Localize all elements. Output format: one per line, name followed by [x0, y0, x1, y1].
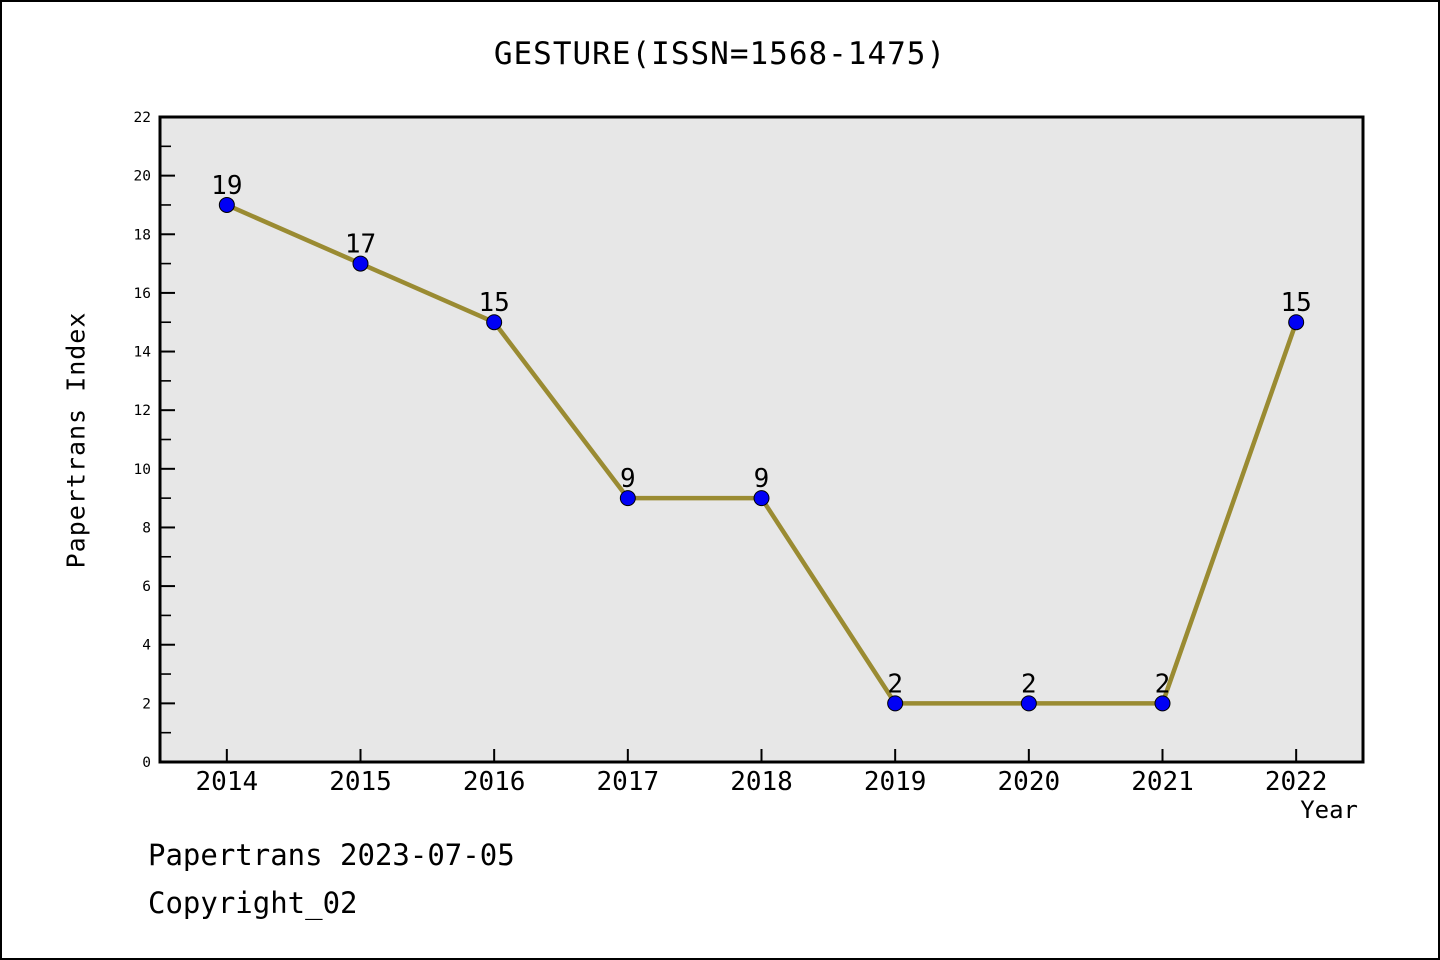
data-point [753, 490, 770, 507]
x-tick-label: 2021 [1131, 767, 1194, 797]
y-tick-label: 22 [134, 110, 151, 126]
footer-watermark: Papertrans 2023-07-05 [148, 838, 515, 872]
y-tick-label: 4 [142, 638, 151, 654]
x-tick-label: 2015 [329, 767, 392, 797]
chart-title: GESTURE(ISSN=1568-1475) [493, 36, 947, 72]
data-point [1020, 695, 1037, 712]
x-tick-label: 2019 [864, 767, 927, 797]
x-tick-label: 2017 [597, 767, 660, 797]
x-axis-label: Year [1300, 796, 1358, 824]
x-tick-label: 2016 [463, 767, 526, 797]
x-tick-label: 2020 [998, 767, 1061, 797]
data-point-label: 17 [345, 230, 376, 260]
y-tick-label: 0 [142, 755, 151, 771]
data-point-label: 2 [1155, 669, 1171, 699]
data-point [619, 490, 636, 507]
footer-copyright: Copyright_02 [148, 886, 358, 920]
data-point-label: 2 [1021, 669, 1037, 699]
y-tick-label: 6 [142, 579, 151, 595]
data-point-label: 9 [754, 464, 770, 494]
y-axis-label: Papertrans Index [61, 311, 91, 569]
x-tick-label: 2022 [1265, 767, 1328, 797]
y-tick-label: 18 [134, 227, 151, 243]
data-point-label: 15 [1281, 288, 1312, 318]
data-point [1288, 314, 1305, 331]
data-point [218, 196, 235, 213]
data-point [486, 314, 503, 331]
y-tick-label: 20 [134, 169, 151, 185]
data-point [352, 255, 369, 272]
x-tick-label: 2014 [196, 767, 259, 797]
plot-area [158, 115, 1365, 764]
x-tick-label: 2018 [730, 767, 793, 797]
y-tick-label: 2 [142, 696, 151, 712]
y-tick-label: 10 [134, 462, 151, 478]
y-tick-label: 8 [142, 520, 151, 536]
data-point [887, 695, 904, 712]
data-point-label: 15 [479, 288, 510, 318]
data-point [1154, 695, 1171, 712]
y-tick-label: 16 [134, 286, 151, 302]
data-point-label: 2 [887, 669, 903, 699]
y-tick-label: 14 [134, 345, 152, 361]
data-point-label: 9 [620, 464, 636, 494]
y-tick-label: 12 [134, 403, 151, 419]
data-point-label: 19 [211, 171, 242, 201]
